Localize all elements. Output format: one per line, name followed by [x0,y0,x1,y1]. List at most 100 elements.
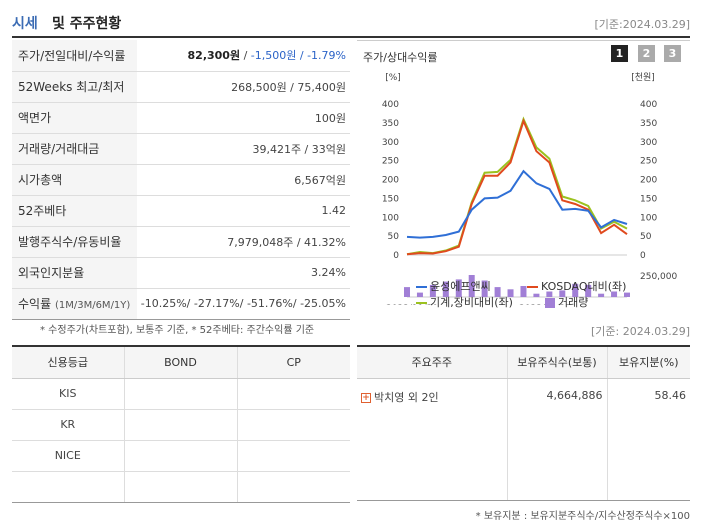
major-shareholders-table: 주요주주 보유주식수(보통) 보유지분(%) + 박치영 외 2인 4,664,8… [357,345,690,501]
table-row: + 박치영 외 2인 4,664,886 58.46 [357,378,690,501]
table-cell [236,409,350,441]
summary-label: 액면가 [12,102,137,134]
shares-cell: 4,664,886 [506,378,607,501]
volume-bar [455,279,462,297]
table-cell: KR [12,409,124,441]
table-header-row: 주요주주 보유주식수(보통) 보유지분(%) [357,345,690,379]
volume-bar [533,293,540,297]
summary-label: 52주베타 [12,195,137,227]
legend-item: KOSDAQ대비(좌) [527,278,626,294]
summary-label: 시가총액 [12,164,137,196]
table-cell: KIS [12,378,124,410]
summary-row: 수익률 (1M/3M/6M/1Y) -10.25%/ -27.17%/ -51.… [12,288,350,320]
left-y-tick: 100 [382,213,399,223]
column-header: CP [236,345,350,379]
shareholder-name[interactable]: 박치영 외 2인 [374,390,439,404]
column-header: 주요주주 [357,345,507,379]
returns-label: 수익률 [18,297,52,311]
chart-page-2-button[interactable]: 2 [638,45,655,62]
legend-item: 거래량 [545,294,588,310]
x-tick-label: 2022/11/30 [386,304,438,305]
summary-row: 발행주식수/유동비율 7,979,048주 / 41.32% [12,226,350,258]
table-cell: NICE [12,440,124,472]
volume-tick: 250,000 [640,272,677,282]
volume-bar [611,291,618,297]
shareholder-footnote: * 보유지분 : 보유지분주식수/지수산정주식수×100 [475,511,690,522]
right-y-tick: 100 [640,213,657,223]
summary-label: 발행주식수/유동비율 [12,226,137,258]
volume-bar [481,280,488,297]
summary-table: 주가/전일대비/수익률 82,300원 / -1,500원 / -1.79% 5… [12,40,350,320]
volume-bar [416,292,423,297]
reference-date-2: [기준: 2024.03.29] [590,325,690,338]
summary-value: 268,500원 / 75,400원 [137,71,350,103]
legend-line-icon [527,286,538,288]
summary-row: 52Weeks 최고/최저 268,500원 / 75,400원 [12,71,350,103]
table-header-row: 신용등급 BOND CP [12,345,350,379]
returns-period-label: (1M/3M/6M/1Y) [54,300,131,311]
summary-label: 주가/전일대비/수익률 [12,40,137,72]
left-y-tick: 300 [382,138,399,148]
legend-item: 윤성에프앤씨 [416,278,491,294]
volume-bar [468,275,475,297]
chart-page-1-button[interactable]: 1 [611,45,628,62]
summary-label: 52Weeks 최고/최저 [12,71,137,103]
left-y-tick: 50 [388,232,400,242]
column-header: BOND [123,345,237,379]
chart-page-3-button[interactable]: 3 [664,45,681,62]
left-y-tick: 350 [382,119,399,129]
summary-value: 82,300원 / -1,500원 / -1.79% [137,40,350,72]
legend-line-icon [416,302,427,304]
summary-label: 수익률 (1M/3M/6M/1Y) [12,288,137,320]
right-y-tick: 250 [640,157,657,167]
credit-rating-table: 신용등급 BOND CP KIS KR NICE [12,345,350,503]
right-y-tick: 350 [640,119,657,129]
expand-plus-icon[interactable]: + [361,392,371,403]
right-axis-unit: [천원] [631,72,655,83]
volume-bar [572,283,579,297]
volume-bar [494,287,501,297]
left-y-tick: 150 [382,194,399,204]
legend-label: 기계,장비대비(좌) [430,296,513,309]
summary-label: 거래량/거래대금 [12,133,137,165]
shareholder-name-cell: + 박치영 외 2인 [357,378,507,501]
table-cell [236,440,350,472]
summary-row: 시가총액 6,567억원 [12,164,350,196]
table-row: KIS [12,378,350,410]
left-y-tick: 200 [382,176,399,186]
column-header: 신용등급 [12,345,124,379]
volume-bar [520,286,527,297]
volume-bar [404,287,410,297]
volume-bar [585,284,592,297]
separator: / [240,49,251,63]
chart-panel: 주가/상대수익률 1 2 3 [%] [천원] 400 400 350 350 300 300… [357,40,690,314]
summary-value: 3.24% [137,257,350,289]
summary-value: 39,421주 / 33억원 [137,133,350,165]
summary-label: 외국인지분율 [12,257,137,289]
series-line [406,118,628,256]
summary-value: 100원 [137,102,350,134]
table-cell [236,378,350,410]
column-header: 보유주식수(보통) [506,345,607,379]
volume-bar [442,281,449,297]
left-y-tick: 400 [382,100,399,110]
price-value: 82,300원 [187,49,241,63]
volume-bar [507,289,514,297]
stake-cell: 58.46 [606,378,690,501]
volume-bar [559,290,566,297]
summary-row: 거래량/거래대금 39,421주 / 33억원 [12,133,350,165]
reference-date: [기준:2024.03.29] [594,18,690,31]
legend-line-icon [416,286,427,288]
table-cell [12,471,124,503]
summary-row: 외국인지분율 3.24% [12,257,350,289]
right-y-tick: 150 [640,194,657,204]
summary-value: 1.42 [137,195,350,227]
summary-value: 7,979,048주 / 41.32% [137,226,350,258]
right-y-tick: 50 [640,232,652,242]
table-row: KR [12,409,350,441]
summary-value: -10.25%/ -27.17%/ -51.76%/ -25.05% [137,288,350,320]
change-value: -1,500원 / -1.79% [250,49,346,63]
volume-bar [546,291,553,297]
volume-bar [624,292,630,297]
right-y-tick: 400 [640,100,657,110]
